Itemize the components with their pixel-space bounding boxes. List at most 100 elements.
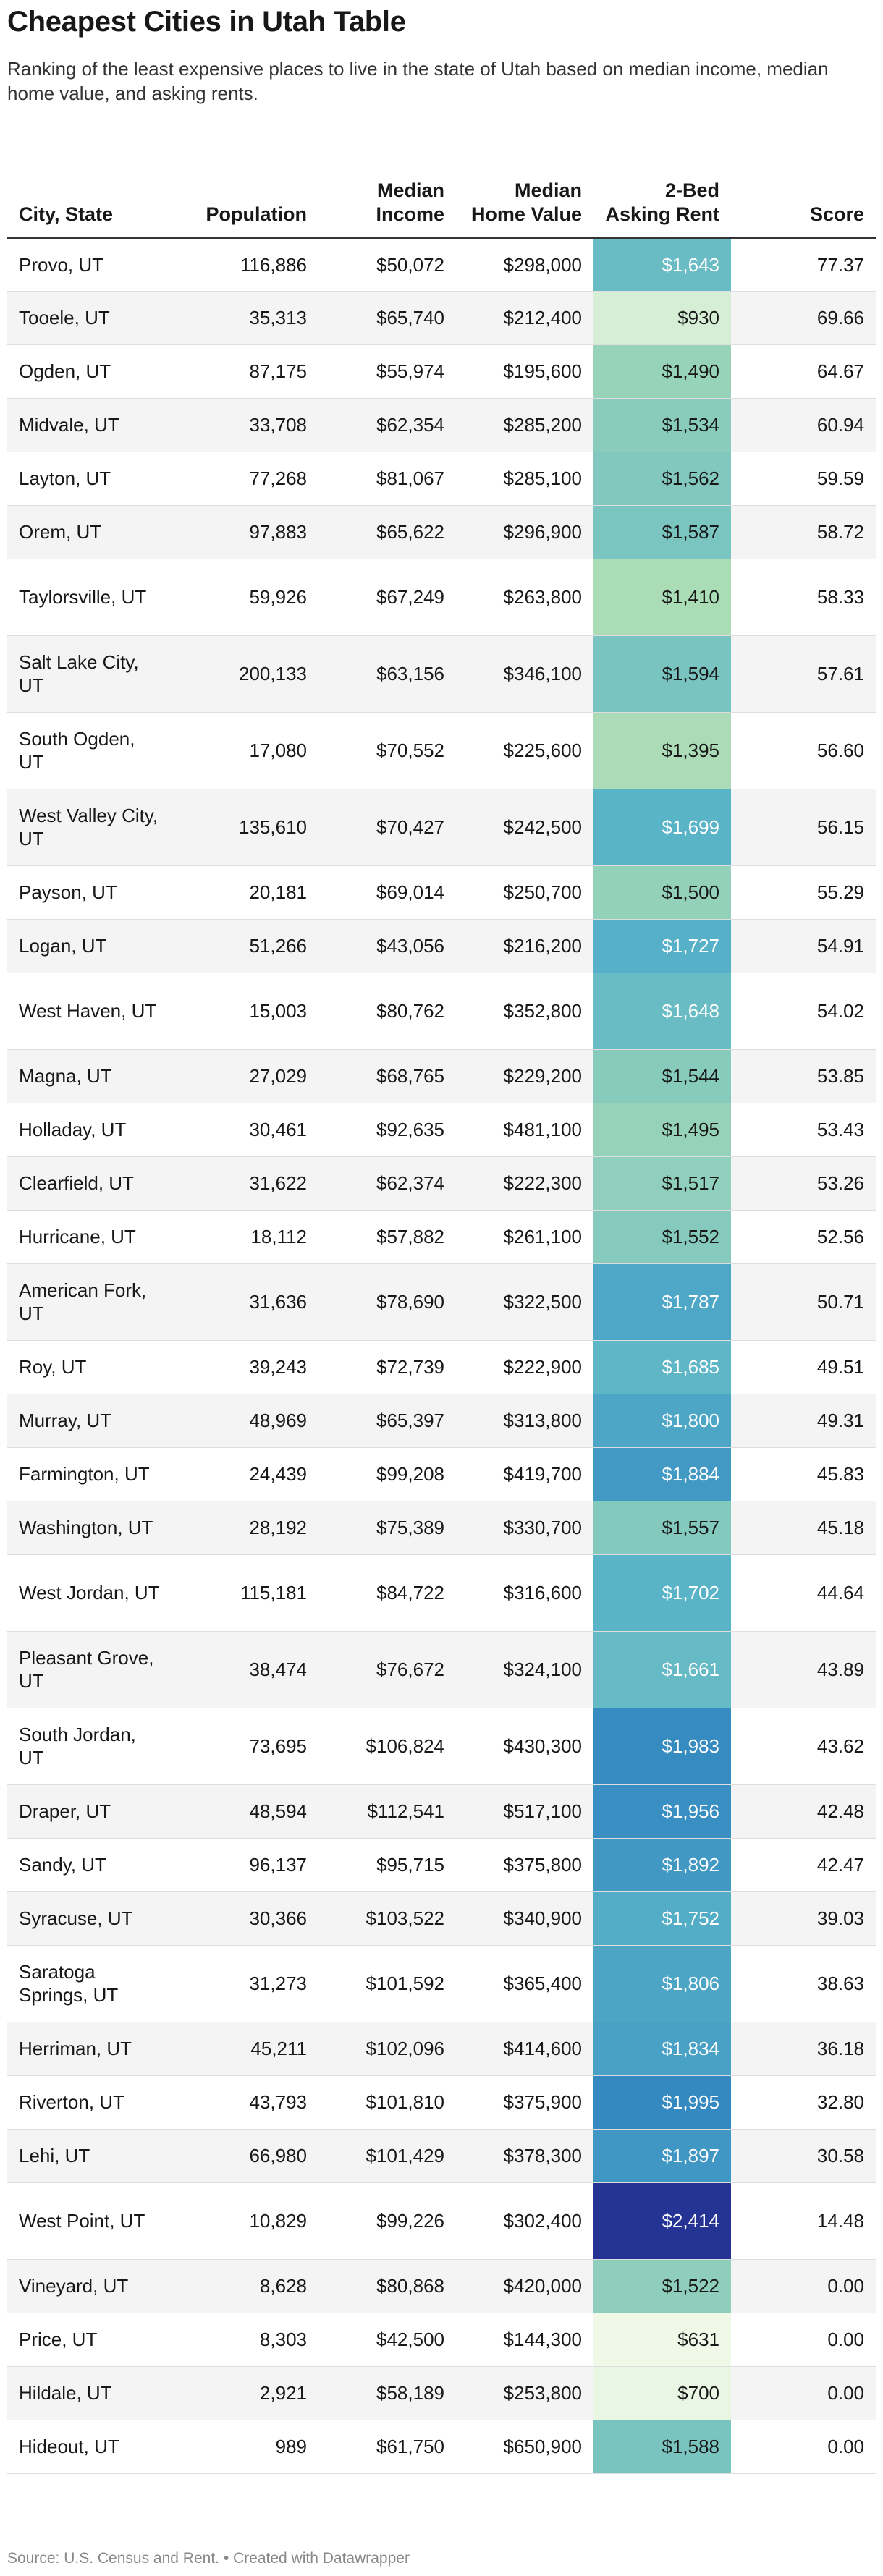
table-row: Ogden, UT 87,175 $55,974 $195,600 $1,490 64.6… (7, 344, 876, 399)
rent-cell: $1,661 (593, 1631, 731, 1708)
city-cell: Hildale, UT (7, 2366, 174, 2420)
score-cell: 0.00 (731, 2313, 876, 2367)
income-cell: $95,715 (318, 1838, 456, 1892)
home-value-cell: $222,300 (456, 1156, 593, 1211)
city-cell: Syracuse, UT (7, 1891, 174, 1946)
population-cell: 20,181 (174, 865, 318, 920)
population-cell: 48,594 (174, 1784, 318, 1839)
table-row: Payson, UT 20,181 $69,014 $250,700 $1,500 55.… (7, 865, 876, 920)
score-cell: 14.48 (731, 2182, 876, 2260)
score-cell: 45.83 (731, 1447, 876, 1501)
income-cell: $50,072 (318, 237, 456, 292)
table-row: Sandy, UT 96,137 $95,715 $375,800 $1,892 42.4… (7, 1838, 876, 1892)
rent-cell: $1,643 (593, 237, 731, 292)
home-value-cell: $216,200 (456, 919, 593, 973)
population-cell: 30,461 (174, 1103, 318, 1157)
population-cell: 10,829 (174, 2182, 318, 2260)
home-value-cell: $346,100 (456, 635, 593, 713)
table-body: Provo, UT 116,886 $50,072 $298,000 $1,643 77.… (7, 237, 876, 2474)
column-header[interactable]: Median Home Value (456, 140, 593, 239)
table-row: West Valley City, UT 135,610 $70,427 $242,5… (7, 789, 876, 866)
population-cell: 2,921 (174, 2366, 318, 2420)
score-cell: 0.00 (731, 2420, 876, 2474)
score-cell: 69.66 (731, 291, 876, 345)
city-cell: Magna, UT (7, 1049, 174, 1103)
rent-cell: $700 (593, 2366, 731, 2420)
score-cell: 56.60 (731, 712, 876, 789)
score-cell: 44.64 (731, 1554, 876, 1632)
income-cell: $70,552 (318, 712, 456, 789)
rent-cell: $1,956 (593, 1784, 731, 1839)
home-value-cell: $322,500 (456, 1263, 593, 1341)
score-cell: 43.62 (731, 1708, 876, 1785)
column-header[interactable]: 2-Bed Asking Rent (593, 140, 731, 239)
home-value-cell: $313,800 (456, 1394, 593, 1448)
rent-cell: $1,892 (593, 1838, 731, 1892)
column-header[interactable]: Score (731, 140, 876, 239)
home-value-cell: $375,900 (456, 2075, 593, 2130)
income-cell: $70,427 (318, 789, 456, 866)
city-cell: Clearfield, UT (7, 1156, 174, 1211)
score-cell: 49.31 (731, 1394, 876, 1448)
population-cell: 48,969 (174, 1394, 318, 1448)
score-cell: 45.18 (731, 1501, 876, 1555)
city-cell: Vineyard, UT (7, 2259, 174, 2313)
population-cell: 8,303 (174, 2313, 318, 2367)
city-cell: Taylorsville, UT (7, 559, 174, 636)
score-cell: 58.72 (731, 505, 876, 559)
score-cell: 0.00 (731, 2366, 876, 2420)
home-value-cell: $285,100 (456, 452, 593, 506)
column-header[interactable]: Population (174, 140, 318, 239)
home-value-cell: $316,600 (456, 1554, 593, 1632)
home-value-cell: $365,400 (456, 1945, 593, 2022)
rent-cell: $930 (593, 291, 731, 345)
rent-cell: $1,699 (593, 789, 731, 866)
population-cell: 18,112 (174, 1210, 318, 1264)
income-cell: $67,249 (318, 559, 456, 636)
home-value-cell: $378,300 (456, 2129, 593, 2183)
income-cell: $103,522 (318, 1891, 456, 1946)
table-row: Provo, UT 116,886 $50,072 $298,000 $1,643 77.… (7, 237, 876, 292)
home-value-cell: $225,600 (456, 712, 593, 789)
city-cell: West Valley City, UT (7, 789, 174, 866)
city-cell: Holladay, UT (7, 1103, 174, 1157)
score-cell: 32.80 (731, 2075, 876, 2130)
rent-cell: $1,884 (593, 1447, 731, 1501)
population-cell: 73,695 (174, 1708, 318, 1785)
score-cell: 54.91 (731, 919, 876, 973)
city-cell: Payson, UT (7, 865, 174, 920)
rent-cell: $1,897 (593, 2129, 731, 2183)
income-cell: $65,622 (318, 505, 456, 559)
score-cell: 49.51 (731, 1340, 876, 1394)
income-cell: $76,672 (318, 1631, 456, 1708)
city-cell: West Point, UT (7, 2182, 174, 2260)
population-cell: 31,636 (174, 1263, 318, 1341)
city-cell: Logan, UT (7, 919, 174, 973)
population-cell: 27,029 (174, 1049, 318, 1103)
table-row: American Fork, UT 31,636 $78,690 $322,500 $1… (7, 1263, 876, 1341)
income-cell: $57,882 (318, 1210, 456, 1264)
score-cell: 36.18 (731, 2022, 876, 2076)
rent-cell: $1,557 (593, 1501, 731, 1555)
rent-cell: $1,648 (593, 973, 731, 1050)
score-cell: 42.47 (731, 1838, 876, 1892)
score-cell: 58.33 (731, 559, 876, 636)
table-row: Washington, UT 28,192 $75,389 $330,700 $1,55… (7, 1501, 876, 1555)
population-cell: 30,366 (174, 1891, 318, 1946)
city-cell: Saratoga Springs, UT (7, 1945, 174, 2022)
city-cell: Lehi, UT (7, 2129, 174, 2183)
income-cell: $101,592 (318, 1945, 456, 2022)
home-value-cell: $229,200 (456, 1049, 593, 1103)
score-cell: 30.58 (731, 2129, 876, 2183)
rent-cell: $2,414 (593, 2182, 731, 2260)
column-header[interactable]: City, State (7, 140, 174, 239)
score-cell: 53.26 (731, 1156, 876, 1211)
column-header[interactable]: Median Income (318, 140, 456, 239)
rent-cell: $1,495 (593, 1103, 731, 1157)
city-cell: South Ogden, UT (7, 712, 174, 789)
rent-cell: $1,587 (593, 505, 731, 559)
table-row: West Haven, UT 15,003 $80,762 $352,800 $1,64… (7, 973, 876, 1050)
score-cell: 0.00 (731, 2259, 876, 2313)
home-value-cell: $650,900 (456, 2420, 593, 2474)
city-cell: West Haven, UT (7, 973, 174, 1050)
